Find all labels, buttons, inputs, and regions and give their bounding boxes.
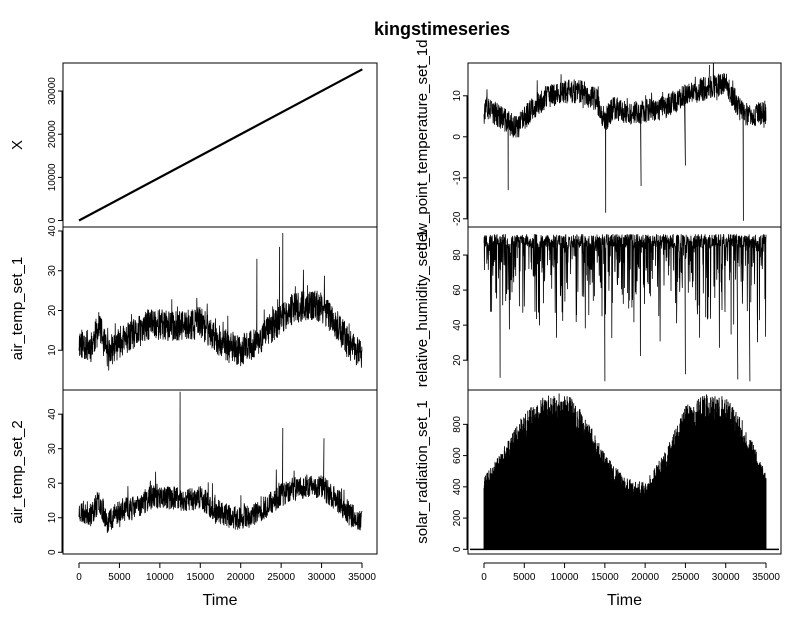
series-line [483, 233, 767, 382]
y-axis-label: X [9, 140, 26, 150]
y-tick-label: -10 [452, 170, 463, 185]
y-axis-label: solar_radiation_set_1 [414, 400, 431, 543]
x-tick-label: 5000 [513, 572, 536, 583]
panel-solar-radiation-set-1: 0 200 400 600 800 solar_radiation_set_1 [414, 389, 782, 555]
panel-X: 0 10000 20000 30000 X [9, 62, 378, 228]
y-tick-label: 40 [47, 408, 58, 420]
x-tick-label: 10000 [146, 572, 174, 583]
y-tick-label: 200 [452, 509, 463, 526]
y-tick-label: 30 [47, 443, 58, 455]
y-axis-label: air_temp_set_2 [9, 420, 26, 523]
y-tick-label: 20 [47, 477, 58, 489]
y-tick-label: 30 [47, 265, 58, 277]
x-axis-label: Time [203, 592, 238, 609]
chart-title: kingstimeseries [374, 19, 510, 39]
panel-air-temp-set-2: 0 10 20 30 40 air_temp_set_2 [9, 389, 378, 555]
series-line [483, 393, 767, 550]
y-tick-label: 20 [47, 304, 58, 316]
y-tick-label: -20 [452, 211, 463, 226]
y-tick-label: 0 [452, 546, 463, 552]
y-tick-label: 0 [47, 217, 58, 223]
y-axis-label: air_temp_set_1 [9, 257, 26, 360]
panel-frame [467, 62, 782, 228]
y-tick-label: 30000 [47, 77, 58, 105]
y-tick-label: 80 [452, 249, 463, 261]
panel-relative-humidity-set-1: 20 40 60 80 relative_humidity_set_1 [414, 226, 782, 391]
series-line [78, 232, 363, 371]
x-tick-label: 25000 [672, 572, 700, 583]
y-tick-label: 0 [452, 134, 463, 140]
y-tick-label: 800 [452, 416, 463, 433]
y-tick-label: 10 [452, 90, 463, 102]
y-axis-label: relative_humidity_set_1 [414, 230, 431, 388]
x-axis-right: 0 5000 10000 15000 20000 25000 30000 35000 Time [481, 562, 780, 609]
y-tick-label: 60 [452, 284, 463, 296]
x-tick-label: 35000 [348, 572, 376, 583]
x-tick-label: 25000 [267, 572, 295, 583]
y-axis-label: dew_point_temperature_set_1d [414, 40, 431, 251]
y-tick-label: 10 [47, 512, 58, 524]
panel-frame [467, 389, 782, 555]
x-tick-label: 15000 [591, 572, 619, 583]
x-axis-label: Time [607, 592, 642, 609]
panel-dew-point-temperature-set-1d: -20 -10 0 10 dew_point_temperature_set_1d [414, 40, 782, 251]
x-tick-label: 35000 [752, 572, 780, 583]
x-tick-label: 30000 [308, 572, 336, 583]
x-tick-label: 20000 [227, 572, 255, 583]
x-tick-label: 10000 [551, 572, 579, 583]
y-tick-label: 20000 [47, 120, 58, 148]
y-tick-label: 40 [47, 225, 58, 237]
y-tick-label: 40 [452, 319, 463, 331]
y-tick-label: 10000 [47, 163, 58, 191]
y-tick-label: 10 [47, 344, 58, 356]
x-axis-left: 0 5000 10000 15000 20000 25000 30000 35000 Time [76, 562, 376, 609]
y-tick-label: 400 [452, 478, 463, 495]
panel-air-temp-set-1: 10 20 30 40 air_temp_set_1 [9, 225, 378, 391]
series-line [483, 63, 767, 221]
x-tick-label: 0 [76, 572, 82, 583]
series-line [78, 68, 363, 222]
series-line [78, 391, 363, 533]
x-tick-label: 30000 [712, 572, 740, 583]
y-tick-label: 0 [47, 549, 58, 555]
x-tick-label: 20000 [631, 572, 659, 583]
x-tick-label: 0 [481, 572, 487, 583]
x-tick-label: 5000 [108, 572, 131, 583]
y-tick-label: 600 [452, 447, 463, 464]
panel-frame [62, 389, 378, 555]
x-tick-label: 15000 [186, 572, 214, 583]
y-tick-label: 20 [452, 354, 463, 366]
